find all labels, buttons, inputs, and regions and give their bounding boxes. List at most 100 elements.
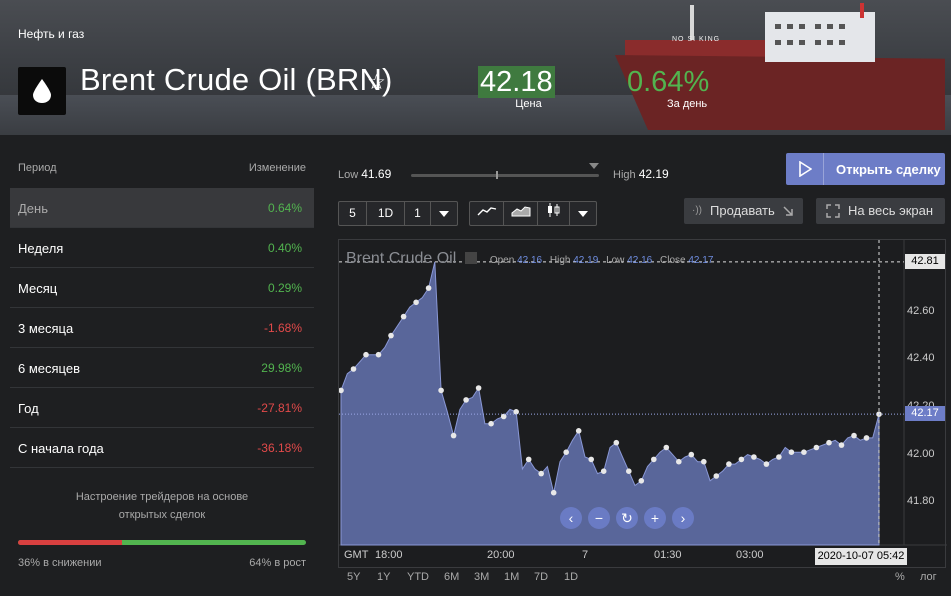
fullscreen-icon <box>826 204 840 218</box>
day-low: Low 41.69 <box>338 167 391 181</box>
cursor-timestamp: 2020-10-07 05:42 <box>815 548 907 565</box>
category-label: Нефть и газ <box>18 27 85 41</box>
data-point <box>613 439 620 446</box>
price-label: Цена <box>515 98 542 110</box>
range-link[interactable]: 6M <box>444 571 460 583</box>
oil-drop-icon <box>33 79 51 103</box>
data-point <box>751 454 757 460</box>
legend-dropdown-icon[interactable] <box>465 252 478 264</box>
period-change: -36.18% <box>257 441 302 455</box>
day-range-marker <box>496 171 498 179</box>
scale-link[interactable]: лог <box>920 571 937 583</box>
timezone-label: GMT <box>344 549 369 561</box>
data-point <box>663 444 670 451</box>
x-tick-label: 18:00 <box>375 549 403 561</box>
y-tick-label: 42.00 <box>907 447 935 460</box>
period-change: -27.81% <box>257 401 302 415</box>
chart-legend: Brent Crude Oil Open 42.16 High 42.19 Lo… <box>346 250 718 268</box>
sentiment-bar-down <box>18 540 122 545</box>
ship-name: NO SI KING <box>672 36 721 43</box>
data-point <box>851 432 857 439</box>
x-tick-label: 20:00 <box>487 549 515 561</box>
range-link[interactable]: 7D <box>534 571 549 583</box>
data-point <box>801 449 807 455</box>
period-change: 0.64% <box>267 201 302 215</box>
period-table-header: Период Изменение <box>18 162 306 174</box>
range-link[interactable]: YTD <box>407 571 429 583</box>
favorite-star-icon[interactable]: ☆ <box>367 71 386 94</box>
interval-dropdown-button[interactable] <box>431 202 457 225</box>
legend-instrument-name: Brent Crude Oil <box>346 250 457 267</box>
period-name: Месяц <box>18 281 58 296</box>
area-chart-button[interactable] <box>504 202 538 225</box>
trader-sentiment-caption: Настроение трейдеров на основе открытых … <box>18 488 306 524</box>
interval-step[interactable]: 1 <box>405 202 431 225</box>
zoom-out-button[interactable]: − <box>588 507 610 529</box>
data-point <box>738 456 745 463</box>
chart-type-dropdown-button[interactable] <box>570 202 596 225</box>
period-row[interactable]: 3 месяца -1.68% <box>10 308 314 348</box>
instrument-header: NO SI KING Нефть и газ Brent Crude Oil (… <box>0 0 951 135</box>
legend-low-value: 42.16 <box>627 255 653 266</box>
daily-change-label: За день <box>667 98 708 110</box>
line-chart-icon <box>477 207 496 216</box>
scroll-right-button[interactable]: › <box>672 507 694 529</box>
sentiment-caption-line2: открытых сделок <box>118 509 206 521</box>
period-row[interactable]: 6 месяцев 29.98% <box>10 348 314 388</box>
candlestick-chart-button[interactable] <box>538 202 570 225</box>
line-chart-button[interactable] <box>470 202 504 225</box>
data-point <box>525 456 532 463</box>
period-row[interactable]: День 0.64% <box>10 188 314 228</box>
period-row[interactable]: С начала года -36.18% <box>10 428 314 468</box>
zoom-in-button[interactable]: + <box>644 507 666 529</box>
range-link[interactable]: 1D <box>564 571 579 583</box>
legend-open-value: 42.16 <box>517 255 543 266</box>
sell-label: Продавать <box>710 203 775 218</box>
data-point <box>838 442 845 448</box>
data-point <box>826 439 832 446</box>
range-link[interactable]: 1Y <box>377 571 391 583</box>
data-point <box>450 432 457 439</box>
period-row[interactable]: Неделя 0.40% <box>10 228 314 268</box>
day-high: High 42.19 <box>613 167 669 181</box>
fullscreen-button[interactable]: На весь экран <box>816 198 945 224</box>
open-trade-button[interactable]: Открыть сделку <box>786 153 945 185</box>
period-row[interactable]: Месяц 0.29% <box>10 268 314 308</box>
data-point <box>413 299 419 306</box>
price-chart-svg[interactable] <box>339 240 947 569</box>
sell-button[interactable]: ·)) Продавать <box>684 198 803 224</box>
legend-high-label: High <box>549 255 571 266</box>
scale-link[interactable]: % <box>895 571 905 583</box>
legend-open-label: Open <box>489 255 515 266</box>
day-high-label: High <box>613 169 636 181</box>
period-change: -1.68% <box>263 321 302 335</box>
interval-selector: 5 1D 1 <box>338 201 458 226</box>
reset-zoom-button[interactable]: ↻ <box>616 507 638 529</box>
data-point <box>575 428 582 434</box>
sentiment-down-label: 36% в снижении <box>18 557 102 569</box>
interval-count[interactable]: 5 <box>339 202 367 225</box>
range-link[interactable]: 5Y <box>347 571 361 583</box>
chart-type-selector <box>469 201 597 226</box>
price-chart[interactable]: Brent Crude Oil Open 42.16 High 42.19 Lo… <box>338 239 947 569</box>
range-link[interactable]: 3M <box>474 571 490 583</box>
legend-close-label: Close <box>660 255 686 266</box>
data-point <box>425 285 432 291</box>
day-range-track <box>411 171 599 179</box>
ship-superstructure <box>765 12 875 62</box>
data-point <box>475 385 482 391</box>
data-point <box>726 461 732 467</box>
interval-unit[interactable]: 1D <box>367 202 405 225</box>
period-row[interactable]: Год -27.81% <box>10 388 314 428</box>
legend-high-value: 42.19 <box>573 255 599 266</box>
data-point <box>600 468 607 474</box>
legend-close-value: 42.17 <box>688 255 714 266</box>
range-link[interactable]: 1M <box>504 571 520 583</box>
scroll-left-button[interactable]: ‹ <box>560 507 582 529</box>
y-tick-label: 42.40 <box>907 352 935 365</box>
x-tick-label: 03:00 <box>736 549 764 561</box>
chevron-down-icon <box>578 211 588 217</box>
data-point <box>563 449 569 455</box>
data-point <box>863 435 870 441</box>
